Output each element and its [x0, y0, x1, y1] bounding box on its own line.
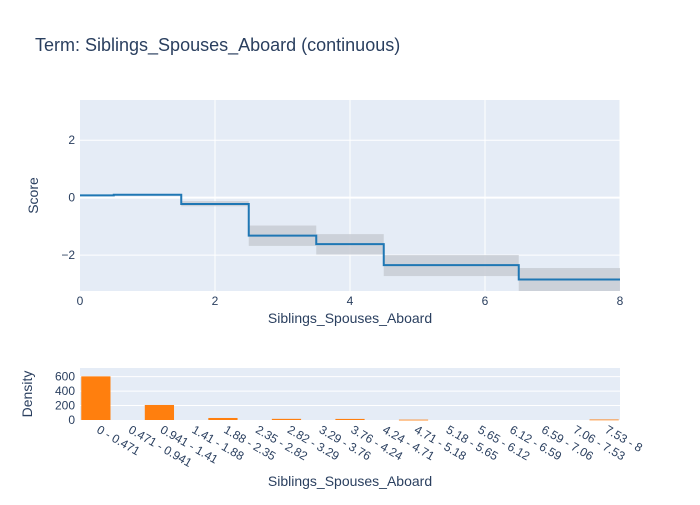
x-tick-label: 4 — [347, 294, 354, 308]
y-axis-label: Score — [25, 177, 41, 214]
density-x-axis-label: Siblings_Spouses_Aboard — [268, 473, 432, 489]
density-y-tick-label: 600 — [55, 370, 75, 384]
chart-title: Term: Siblings_Spouses_Aboard (continuou… — [35, 35, 400, 56]
x-axis-label: Siblings_Spouses_Aboard — [268, 310, 432, 326]
density-bar — [208, 417, 238, 420]
density-bar — [589, 419, 619, 421]
density-bar — [398, 419, 429, 421]
density-bar — [144, 404, 175, 420]
y-tick-label: −2 — [61, 248, 75, 262]
x-tick-label: 0 — [77, 294, 84, 308]
x-tick-label: 8 — [617, 294, 624, 308]
density-bar — [81, 376, 111, 420]
density-y-tick-label: 200 — [55, 399, 75, 413]
density-y-tick-label: 0 — [68, 413, 75, 427]
score-step-line — [80, 193, 620, 281]
density-bar — [335, 418, 365, 420]
y-tick-label: 0 — [68, 191, 75, 205]
x-tick-label: 6 — [482, 294, 489, 308]
x-tick-label: 2 — [212, 294, 219, 308]
density-y-tick-label: 400 — [55, 384, 75, 398]
y-tick-label: 2 — [68, 133, 75, 147]
density-y-axis-label: Density — [19, 371, 35, 418]
density-bar — [271, 418, 302, 420]
